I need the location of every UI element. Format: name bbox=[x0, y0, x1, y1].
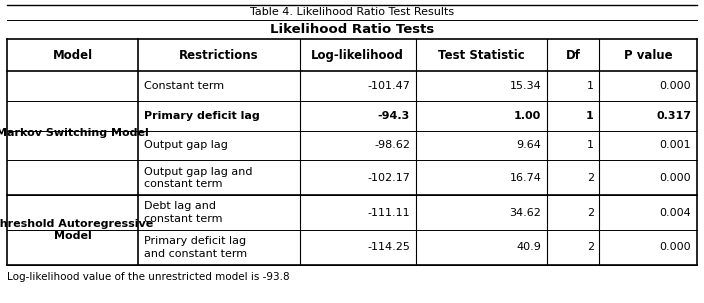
Text: 0.001: 0.001 bbox=[660, 140, 691, 151]
Text: 2: 2 bbox=[586, 173, 594, 183]
Text: 1: 1 bbox=[586, 111, 594, 121]
Text: 0.317: 0.317 bbox=[656, 111, 691, 121]
Text: 2: 2 bbox=[586, 242, 594, 252]
Text: Constant term: Constant term bbox=[144, 81, 224, 91]
Text: 0.000: 0.000 bbox=[660, 81, 691, 91]
Text: -114.25: -114.25 bbox=[367, 242, 410, 252]
Text: Test Statistic: Test Statistic bbox=[438, 49, 524, 62]
Text: 1: 1 bbox=[587, 81, 594, 91]
Text: Table 4. Likelihood Ratio Test Results: Table 4. Likelihood Ratio Test Results bbox=[250, 7, 454, 17]
Text: 34.62: 34.62 bbox=[510, 208, 541, 218]
Text: 2: 2 bbox=[586, 208, 594, 218]
Text: 16.74: 16.74 bbox=[510, 173, 541, 183]
Text: Markov Switching Model: Markov Switching Model bbox=[0, 128, 149, 138]
Text: Output gap lag: Output gap lag bbox=[144, 140, 228, 151]
Text: 0.000: 0.000 bbox=[660, 242, 691, 252]
Text: Df: Df bbox=[566, 49, 581, 62]
Text: 40.9: 40.9 bbox=[517, 242, 541, 252]
Text: 1.00: 1.00 bbox=[514, 111, 541, 121]
Text: Log-likelihood: Log-likelihood bbox=[311, 49, 404, 62]
Text: Threshold Autoregressive
Model: Threshold Autoregressive Model bbox=[0, 219, 153, 241]
Text: Likelihood Ratio Tests: Likelihood Ratio Tests bbox=[270, 23, 434, 36]
Text: P value: P value bbox=[624, 49, 672, 62]
Text: 15.34: 15.34 bbox=[510, 81, 541, 91]
Text: 0.000: 0.000 bbox=[660, 173, 691, 183]
Text: Primary deficit lag: Primary deficit lag bbox=[144, 111, 260, 121]
Text: Primary deficit lag
and constant term: Primary deficit lag and constant term bbox=[144, 236, 247, 258]
Text: 1: 1 bbox=[587, 140, 594, 151]
Text: 9.64: 9.64 bbox=[517, 140, 541, 151]
Text: Model: Model bbox=[53, 49, 93, 62]
Text: -94.3: -94.3 bbox=[378, 111, 410, 121]
Text: Restrictions: Restrictions bbox=[179, 49, 258, 62]
Text: Log-likelihood value of the unrestricted model is -93.8: Log-likelihood value of the unrestricted… bbox=[7, 272, 289, 282]
Text: -111.11: -111.11 bbox=[367, 208, 410, 218]
Text: Output gap lag and
constant term: Output gap lag and constant term bbox=[144, 167, 253, 189]
Text: Debt lag and
constant term: Debt lag and constant term bbox=[144, 201, 222, 224]
Text: -102.17: -102.17 bbox=[367, 173, 410, 183]
Text: 0.004: 0.004 bbox=[660, 208, 691, 218]
Text: -101.47: -101.47 bbox=[367, 81, 410, 91]
Text: -98.62: -98.62 bbox=[374, 140, 410, 151]
